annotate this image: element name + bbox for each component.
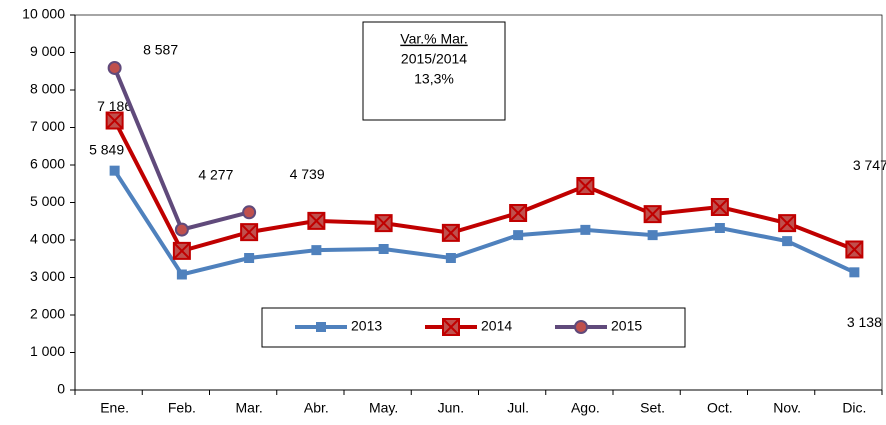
legend-label: 2014 xyxy=(481,318,512,334)
marker xyxy=(441,223,460,242)
marker xyxy=(316,322,326,332)
marker xyxy=(509,204,528,222)
series-line xyxy=(112,119,856,254)
x-tick-label: Feb. xyxy=(168,400,196,416)
marker xyxy=(710,198,729,216)
series-line xyxy=(112,169,856,277)
x-tick-label: Jul. xyxy=(507,400,529,416)
x-tick-label: Oct. xyxy=(707,400,733,416)
annotation-box xyxy=(362,21,506,121)
data-label: 7 186 xyxy=(97,98,132,114)
legend-label: 2013 xyxy=(351,318,382,334)
marker xyxy=(445,253,456,263)
marker xyxy=(442,318,460,336)
data-label: 4 739 xyxy=(290,166,325,182)
annotation-line: 2015/2014 xyxy=(401,51,467,67)
marker xyxy=(174,222,189,237)
x-tick-label: Ene. xyxy=(100,400,129,416)
marker xyxy=(240,223,259,242)
marker xyxy=(107,60,122,75)
x-tick-label: Jun. xyxy=(438,400,464,416)
marker xyxy=(849,267,860,278)
marker xyxy=(576,177,595,195)
y-tick-label: 4 000 xyxy=(30,231,65,247)
y-tick-label: 9 000 xyxy=(30,43,65,59)
data-label: 8 587 xyxy=(143,42,178,58)
marker xyxy=(647,230,658,241)
y-tick-label: 7 000 xyxy=(30,118,65,134)
marker xyxy=(714,223,725,233)
marker xyxy=(643,205,662,224)
y-tick-label: 8 000 xyxy=(30,81,65,97)
y-tick-label: 1 000 xyxy=(30,343,65,359)
marker xyxy=(109,165,120,176)
legend-label: 2015 xyxy=(611,318,642,334)
data-label: 5 849 xyxy=(89,141,124,157)
marker xyxy=(311,245,322,256)
x-tick-label: Mar. xyxy=(236,400,263,416)
marker xyxy=(513,230,524,241)
marker xyxy=(176,269,187,280)
marker xyxy=(374,214,393,233)
marker xyxy=(242,205,257,220)
marker xyxy=(378,244,389,254)
marker xyxy=(172,241,191,260)
annotation-line: 13,3% xyxy=(414,71,454,87)
marker xyxy=(105,111,124,130)
x-tick-label: Dic. xyxy=(842,400,866,416)
marker xyxy=(580,224,591,235)
y-tick-label: 6 000 xyxy=(30,156,65,172)
marker xyxy=(244,253,255,263)
x-tick-label: Abr. xyxy=(304,400,329,416)
y-tick-label: 5 000 xyxy=(30,193,65,209)
data-label: 4 277 xyxy=(198,166,233,182)
marker xyxy=(307,211,326,230)
x-tick-label: Nov. xyxy=(773,400,801,416)
data-label: 3 138 xyxy=(847,314,882,330)
x-tick-label: Ago. xyxy=(571,400,600,416)
marker xyxy=(845,240,864,259)
x-tick-label: Set. xyxy=(640,400,665,416)
marker xyxy=(782,236,793,247)
y-tick-label: 2 000 xyxy=(30,306,65,322)
marker xyxy=(778,214,797,233)
y-tick-label: 0 xyxy=(57,381,65,397)
y-tick-label: 10 000 xyxy=(22,6,65,22)
marker xyxy=(574,320,588,334)
annotation-line: Var.% Mar. xyxy=(400,31,467,47)
y-tick-label: 3 000 xyxy=(30,268,65,284)
data-label: 3 747 xyxy=(853,157,886,173)
x-tick-label: May. xyxy=(369,400,398,416)
